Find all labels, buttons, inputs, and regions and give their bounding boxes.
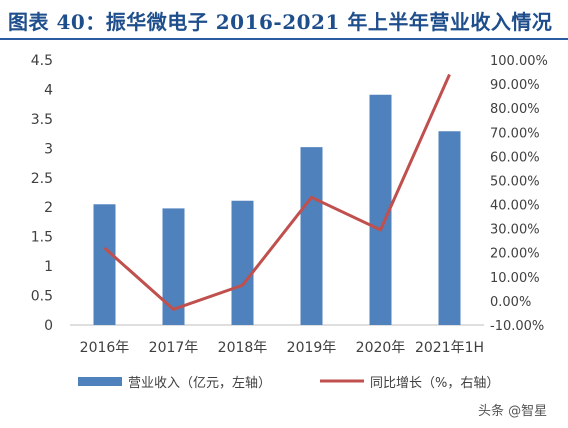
y-right-tick-label: 40.00% bbox=[490, 199, 540, 214]
chart-title: 图表 40：振华微电子 2016-2021 年上半年营业收入情况 bbox=[8, 10, 553, 34]
y-left-tick-label: 4 bbox=[44, 82, 53, 98]
watermark: 头条 @智星 bbox=[478, 404, 548, 419]
y-right-tick-label: 20.00% bbox=[490, 247, 540, 262]
y-right-tick-label: 80.00% bbox=[490, 102, 540, 117]
y-right-tick-label: 70.00% bbox=[490, 126, 540, 141]
revenue-bar bbox=[300, 147, 323, 325]
y-right-tick-label: 0.00% bbox=[490, 295, 531, 310]
title-underline bbox=[0, 38, 568, 40]
y-left-tick-label: 1 bbox=[44, 259, 53, 275]
legend-label-bar: 营业收入（亿元，左轴） bbox=[128, 376, 271, 391]
y-right-tick-label: 10.00% bbox=[490, 271, 540, 286]
revenue-bar bbox=[369, 94, 392, 325]
y-right-tick-label: 60.00% bbox=[490, 150, 540, 165]
y-right-tick-label: 50.00% bbox=[490, 174, 540, 189]
y-left-tick-label: 4.5 bbox=[31, 53, 53, 69]
y-left-tick-label: 0.5 bbox=[31, 289, 53, 305]
x-tick-label: 2016年 bbox=[80, 340, 130, 356]
revenue-bar bbox=[162, 208, 185, 325]
y-right-tick-label: -10.00% bbox=[490, 319, 544, 334]
revenue-bar bbox=[93, 204, 116, 325]
y-left-tick-label: 3.5 bbox=[31, 112, 53, 128]
x-tick-label: 2021年1H bbox=[415, 340, 484, 356]
y-left-tick-label: 1.5 bbox=[31, 230, 53, 246]
y-left-tick-label: 3 bbox=[44, 141, 53, 157]
revenue-bar bbox=[231, 200, 254, 325]
y-left-tick-label: 0 bbox=[44, 318, 53, 334]
x-tick-label: 2018年 bbox=[218, 340, 268, 356]
revenue-bar bbox=[438, 131, 461, 325]
y-left-tick-label: 2 bbox=[44, 200, 53, 216]
growth-line bbox=[103, 73, 451, 311]
x-tick-label: 2017年 bbox=[149, 340, 199, 356]
y-right-tick-label: 30.00% bbox=[490, 223, 540, 238]
y-right-tick-label: 90.00% bbox=[490, 78, 540, 93]
x-tick-label: 2019年 bbox=[287, 340, 337, 356]
line-series bbox=[103, 73, 451, 311]
bar-series bbox=[93, 94, 461, 325]
y-left-tick-label: 2.5 bbox=[31, 171, 53, 187]
legend: 营业收入（亿元，左轴） 同比增长（%，右轴） bbox=[78, 376, 499, 391]
tick-labels: 0 0.5 1 1.5 2 2.5 3 3.5 4 4.5 -10.00% 0.00% 10.00% 20… bbox=[31, 53, 548, 356]
x-tick-label: 2020年 bbox=[356, 340, 406, 356]
legend-label-line: 同比增长（%，右轴） bbox=[370, 376, 499, 391]
y-right-tick-label: 100.00% bbox=[490, 54, 548, 69]
legend-swatch-bar bbox=[78, 377, 122, 386]
